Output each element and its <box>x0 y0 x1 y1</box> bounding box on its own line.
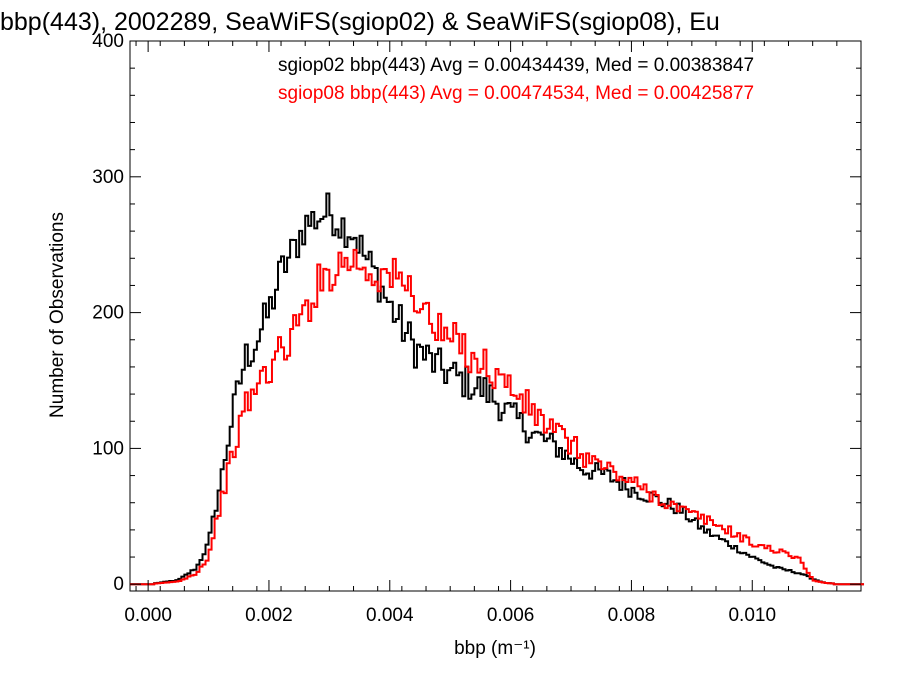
y-tick-label: 300 <box>92 167 124 188</box>
series-line-sgiop02 <box>130 192 865 586</box>
y-axis-label: Number of Observations <box>47 212 68 418</box>
plot-frame <box>129 40 862 592</box>
chart-title: bbp(443), 2002289, SeaWiFS(sgiop02) & Se… <box>0 8 720 36</box>
x-tick-label: 0.008 <box>608 605 656 626</box>
series-line-sgiop08 <box>130 248 865 586</box>
x-tick-label: 0.006 <box>487 605 535 626</box>
x-tick-label: 0.010 <box>728 605 776 626</box>
y-tick-label: 100 <box>92 438 124 459</box>
x-tick-label: 0.004 <box>366 605 414 626</box>
annotation-sgiop08: sgiop08 bbp(443) Avg = 0.00474534, Med =… <box>278 83 754 104</box>
series-layer <box>130 192 865 586</box>
x-tick-label: 0.002 <box>245 605 293 626</box>
y-tick-label: 0 <box>113 574 124 595</box>
x-axis-label: bbp (m⁻¹) <box>454 638 536 659</box>
x-tick-label: 0.000 <box>124 605 172 626</box>
y-tick-label: 400 <box>92 31 124 52</box>
axis-layer: 0.000 0.002 0.004 0.006 0.008 0.010 0 100 200 300… <box>92 31 862 626</box>
annotation-sgiop02: sgiop02 bbp(443) Avg = 0.00434439, Med =… <box>278 55 754 76</box>
y-tick-label: 200 <box>92 303 124 324</box>
